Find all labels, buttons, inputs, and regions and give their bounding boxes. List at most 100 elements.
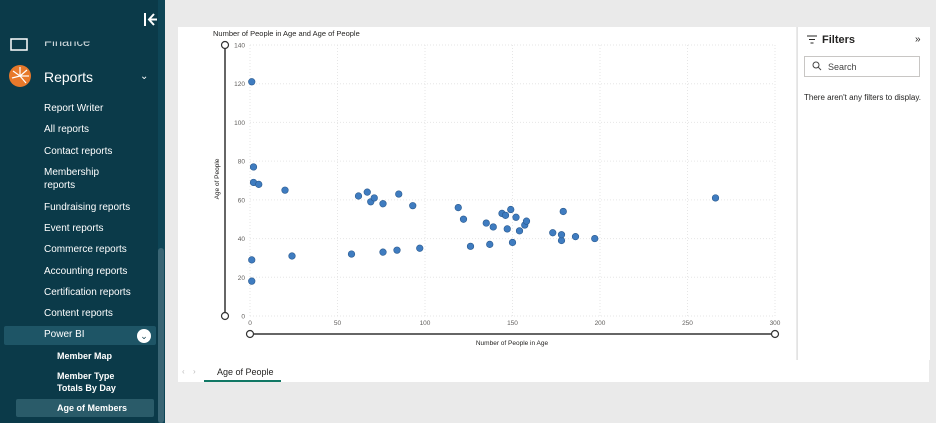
data-point[interactable]: [466, 242, 475, 250]
filter-icon: [807, 35, 817, 44]
data-point[interactable]: [393, 246, 401, 254]
page-tab-bar: ‹ › Age of People: [178, 360, 929, 382]
sidebar-item-fundraising-reports[interactable]: Fundraising reports: [44, 202, 131, 213]
data-point[interactable]: [395, 190, 403, 198]
data-point[interactable]: [248, 256, 256, 264]
data-point[interactable]: [501, 211, 510, 219]
data-point[interactable]: [363, 188, 371, 196]
sidebar-scrollbar-thumb[interactable]: [158, 248, 164, 423]
sidebar-item-certification-reports[interactable]: Certification reports: [44, 287, 131, 298]
data-point[interactable]: [379, 200, 387, 208]
nav-item-reports-label: Reports: [44, 69, 94, 85]
filter-search-placeholder: Search: [828, 62, 857, 72]
y-axis-label: Age of People: [214, 158, 221, 199]
data-point[interactable]: [557, 231, 566, 239]
data-point[interactable]: [549, 229, 557, 237]
data-point[interactable]: [416, 244, 424, 252]
tab-prev-icon[interactable]: ‹: [182, 367, 185, 376]
data-point[interactable]: [354, 192, 363, 200]
sidebar-item-power-bi[interactable]: Power BI ⌄: [4, 326, 156, 345]
x-tick-label: 200: [595, 320, 606, 327]
data-point[interactable]: [370, 194, 378, 202]
y-tick-label: 20: [238, 275, 246, 282]
filter-search-input[interactable]: Search: [804, 56, 920, 77]
filters-title: Filters: [822, 34, 856, 46]
powerbi-item-member-type-totals[interactable]: Member Type Totals By Day: [57, 371, 116, 393]
filters-empty-message: There aren't any filters to display.: [804, 93, 921, 102]
data-point[interactable]: [347, 250, 356, 258]
sidebar-item-report-writer[interactable]: Report Writer: [44, 103, 104, 114]
data-point[interactable]: [515, 227, 524, 235]
nav-item-finance-label: Finance: [44, 34, 91, 50]
sidebar-item-contact-reports[interactable]: Contact reports: [44, 146, 113, 157]
y-tick-label: 60: [238, 197, 246, 204]
powerbi-item-age-of-members[interactable]: Age of Members: [57, 403, 128, 413]
y-tick-label: 40: [238, 236, 246, 243]
sidebar-item-all-reports[interactable]: All reports: [44, 124, 90, 135]
data-point[interactable]: [512, 213, 520, 221]
data-point[interactable]: [249, 163, 258, 171]
y-zoom-slider-top-handle[interactable]: [220, 40, 230, 50]
data-point[interactable]: [507, 205, 515, 214]
x-tick-label: 100: [420, 320, 431, 327]
data-point[interactable]: [288, 252, 296, 260]
powerbi-item-member-map[interactable]: Member Map: [57, 351, 113, 361]
data-point[interactable]: [559, 207, 567, 216]
tab-next-icon[interactable]: ›: [193, 367, 196, 376]
sidebar: Finance Reports ⌄ Report Writer All repo…: [0, 0, 165, 423]
x-zoom-slider-right-handle[interactable]: [770, 329, 780, 339]
x-tick-label: 0: [248, 320, 252, 327]
chart-gridlines: [249, 44, 776, 317]
collapse-sidebar-button[interactable]: [140, 10, 160, 30]
data-point[interactable]: [248, 277, 256, 285]
data-point[interactable]: [454, 204, 462, 212]
data-point[interactable]: [409, 202, 417, 210]
data-point[interactable]: [508, 238, 517, 247]
chevron-down-icon: ⌄: [140, 71, 149, 82]
x-tick-label: 300: [770, 320, 781, 327]
data-point[interactable]: [459, 215, 468, 223]
data-point[interactable]: [281, 186, 289, 194]
chevron-down-icon[interactable]: ⌄: [137, 329, 151, 343]
data-point[interactable]: [489, 223, 497, 231]
collapse-left-icon: [144, 13, 157, 26]
x-tick-label: 150: [507, 320, 518, 327]
y-tick-label: 140: [234, 43, 245, 50]
reports-logo-icon: [9, 65, 31, 87]
data-point[interactable]: [503, 225, 511, 233]
sidebar-item-commerce-reports[interactable]: Commerce reports: [44, 244, 127, 255]
y-axis-ticks: 0 20 40 60 80 100 120 140: [234, 43, 245, 321]
data-point[interactable]: [571, 233, 580, 241]
powerbi-item-active-highlight: [16, 399, 154, 417]
data-point[interactable]: [486, 240, 494, 248]
scatter-chart[interactable]: Number of People in Age and Age of Peopl…: [178, 27, 796, 360]
sidebar-item-power-bi-label: Power BI: [44, 329, 85, 340]
data-point[interactable]: [711, 194, 720, 202]
x-zoom-slider-left-handle[interactable]: [245, 329, 255, 339]
filters-pane: Filters » Search There aren't any filter…: [797, 27, 930, 360]
y-tick-label: 0: [241, 314, 245, 321]
data-point[interactable]: [522, 217, 531, 225]
sidebar-item-accounting-reports[interactable]: Accounting reports: [44, 266, 128, 277]
tab-age-of-people[interactable]: Age of People: [204, 360, 281, 382]
y-tick-label: 80: [238, 159, 246, 166]
sidebar-scrollbar-track[interactable]: [158, 0, 165, 423]
sidebar-item-event-reports[interactable]: Event reports: [44, 223, 104, 234]
data-point[interactable]: [379, 248, 387, 256]
expand-pane-icon[interactable]: »: [915, 34, 921, 45]
x-tick-label: 50: [334, 320, 342, 327]
chart-points: [248, 78, 720, 285]
data-point[interactable]: [591, 234, 599, 243]
x-tick-label: 250: [682, 320, 693, 327]
sidebar-item-membership-reports[interactable]: Membership reports: [44, 167, 100, 191]
data-point[interactable]: [248, 78, 256, 86]
search-icon: [812, 61, 822, 71]
nav-item-finance[interactable]: Finance: [0, 26, 165, 52]
data-point[interactable]: [255, 180, 263, 188]
tab-label: Age of People: [217, 367, 274, 377]
x-axis-label: Number of People in Age: [476, 340, 549, 347]
sidebar-item-content-reports[interactable]: Content reports: [44, 308, 113, 319]
y-zoom-slider-bottom-handle[interactable]: [220, 311, 230, 321]
data-point[interactable]: [482, 219, 490, 227]
nav-item-reports[interactable]: Reports ⌄: [0, 58, 165, 98]
